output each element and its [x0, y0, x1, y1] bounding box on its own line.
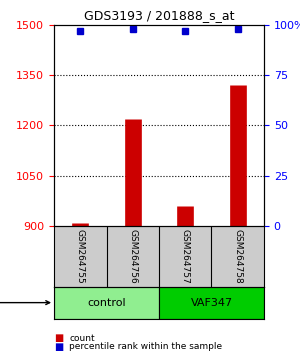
- Text: count: count: [69, 333, 94, 343]
- FancyBboxPatch shape: [54, 286, 159, 319]
- Title: GDS3193 / 201888_s_at: GDS3193 / 201888_s_at: [84, 9, 234, 22]
- FancyBboxPatch shape: [159, 286, 264, 319]
- Text: GSM264756: GSM264756: [128, 229, 137, 284]
- Text: percentile rank within the sample: percentile rank within the sample: [69, 342, 222, 352]
- Text: GSM264757: GSM264757: [181, 229, 190, 284]
- Text: ■: ■: [54, 342, 63, 352]
- Text: GSM264755: GSM264755: [76, 229, 85, 284]
- Text: agent: agent: [0, 298, 50, 308]
- Text: ■: ■: [54, 333, 63, 343]
- Text: GSM264758: GSM264758: [233, 229, 242, 284]
- Text: control: control: [87, 298, 126, 308]
- Text: VAF347: VAF347: [190, 298, 232, 308]
